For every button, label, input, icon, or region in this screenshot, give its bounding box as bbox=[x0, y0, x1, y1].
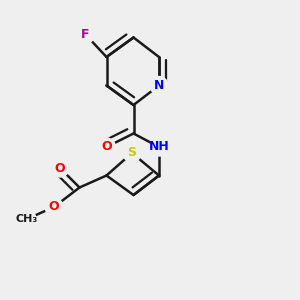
Circle shape bbox=[123, 144, 141, 162]
Text: F: F bbox=[81, 28, 90, 41]
Text: O: O bbox=[49, 200, 59, 214]
Circle shape bbox=[150, 76, 168, 94]
Circle shape bbox=[18, 210, 36, 228]
Text: N: N bbox=[154, 79, 164, 92]
Circle shape bbox=[76, 26, 94, 44]
Text: CH₃: CH₃ bbox=[16, 214, 38, 224]
Circle shape bbox=[150, 138, 168, 156]
Text: S: S bbox=[128, 146, 136, 160]
Circle shape bbox=[98, 138, 116, 156]
Text: NH: NH bbox=[148, 140, 170, 154]
Circle shape bbox=[45, 198, 63, 216]
Text: O: O bbox=[101, 140, 112, 154]
Text: O: O bbox=[55, 161, 65, 175]
Circle shape bbox=[51, 159, 69, 177]
